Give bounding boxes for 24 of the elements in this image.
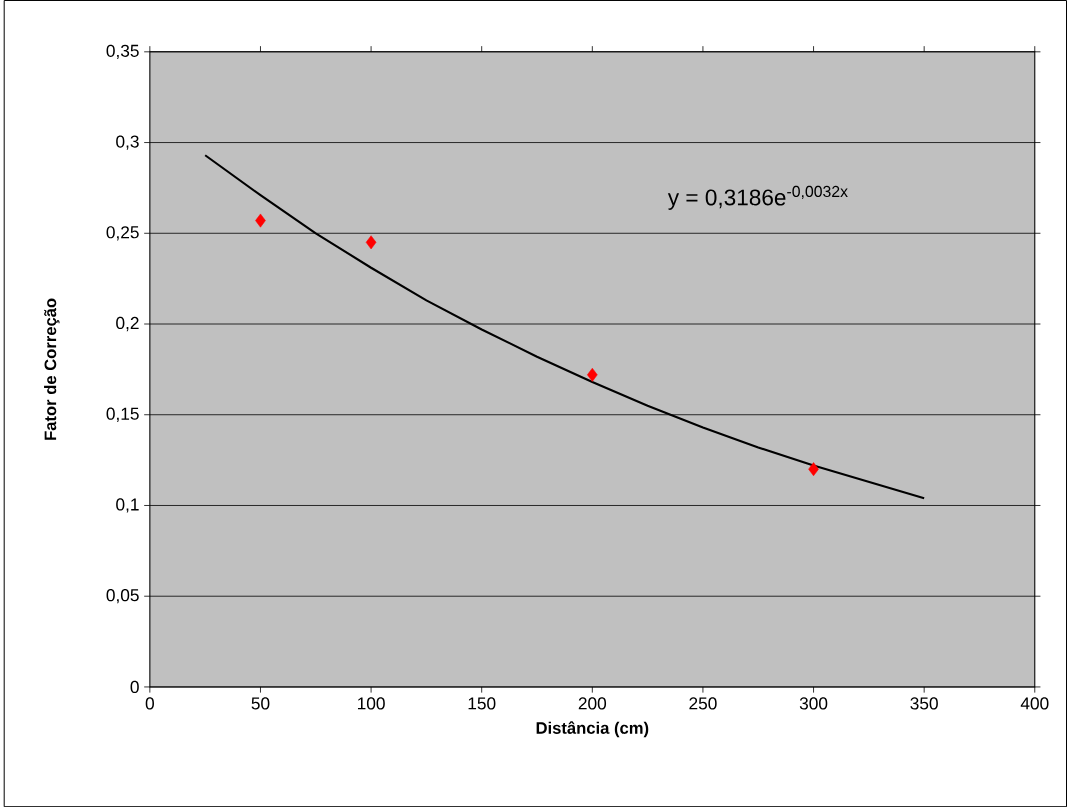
point: [255, 213, 266, 228]
y-axis-title: Fator de Correção: [44, 298, 60, 440]
y-tick-label: 0,3: [116, 135, 139, 150]
annotation: y = 0,3186e$^{-0,0032x}$: [667, 185, 848, 210]
y-tick-label: 0,05: [106, 588, 139, 604]
y-tick-label: 0,35: [106, 44, 139, 59]
y-tick-label: 0,2: [116, 316, 139, 332]
point: [808, 462, 819, 476]
x-tick-label: 50: [251, 697, 270, 710]
x-tick-label: 350: [910, 697, 938, 710]
y-tick-label: 0,15: [106, 407, 139, 422]
y-tick-label: 0,1: [116, 498, 139, 513]
x-tick-label: 100: [357, 697, 385, 710]
x-tick-label: 200: [578, 697, 607, 710]
x-tick-label: 300: [799, 697, 828, 710]
y-tick-label: 0,25: [106, 226, 139, 241]
point: [365, 235, 377, 250]
y-tick-label: 0: [130, 680, 139, 693]
x-tick-label: 250: [689, 697, 717, 710]
x-tick-label: 400: [1020, 697, 1049, 710]
point: [587, 367, 598, 382]
x-tick-label: 0: [145, 697, 154, 710]
x-axis-title: Distância (cm): [536, 721, 649, 738]
x-tick-label: 150: [468, 697, 496, 710]
